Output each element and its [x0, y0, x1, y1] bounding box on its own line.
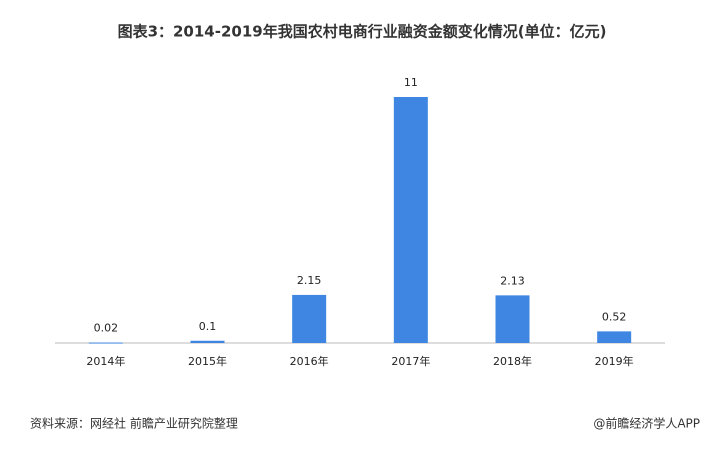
bar — [88, 342, 123, 344]
source-note: 资料来源：网经社 前瞻产业研究院整理 — [30, 416, 238, 431]
x-tick-label: 2018年 — [493, 354, 532, 368]
x-tick-label: 2015年 — [188, 354, 227, 368]
brand: @前瞻经济学人APP — [593, 416, 700, 431]
bar — [292, 294, 327, 343]
x-tick-label: 2016年 — [290, 354, 329, 368]
data-label: 11 — [404, 76, 418, 89]
data-label: 2.13 — [500, 274, 525, 287]
x-tick-label: 2019年 — [595, 354, 634, 368]
bar — [495, 295, 530, 343]
data-label: 0.1 — [199, 320, 217, 333]
data-label: 0.52 — [602, 310, 627, 323]
bar — [393, 97, 428, 343]
data-label: 0.02 — [94, 322, 119, 335]
bar — [597, 331, 632, 343]
bar — [190, 340, 225, 343]
chart-title: 图表3：2014-2019年我国农村电商行业融资金额变化情况(单位：亿元) — [118, 23, 607, 41]
x-tick-label: 2014年 — [86, 354, 125, 368]
x-tick-label: 2017年 — [391, 354, 430, 368]
data-label: 2.15 — [297, 274, 322, 287]
